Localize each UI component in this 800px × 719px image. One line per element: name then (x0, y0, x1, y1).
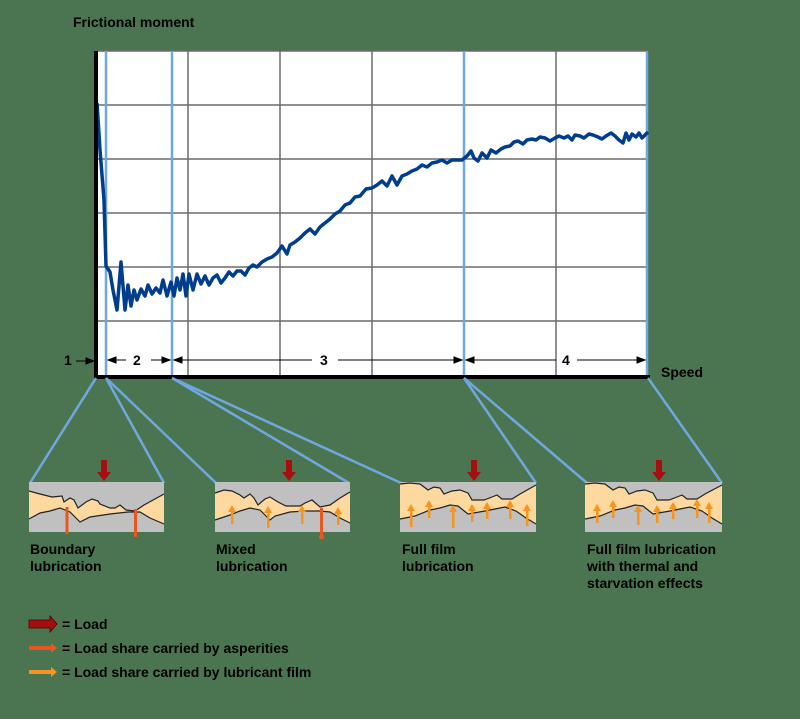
legend-label: = Load (62, 616, 108, 632)
legend-icons (28, 614, 58, 677)
load-arrow-icon (28, 614, 58, 634)
load-arrow-icon (652, 460, 666, 481)
region-label-1: 1 (64, 352, 72, 368)
grid-lines (96, 50, 648, 377)
region-label-3: 3 (317, 353, 331, 367)
x-axis-label: Speed (661, 364, 704, 380)
legend-item-load: = Load (62, 616, 108, 632)
panel-full-film-lubrication (399, 460, 537, 532)
panel-boundary-lubrication (28, 460, 165, 537)
legend-label: = Load share carried by asperities (62, 640, 289, 656)
panel-thermal-starvation-lubrication (584, 460, 723, 532)
load-arrow-icon (97, 460, 111, 481)
asperity-arrow-icon (29, 643, 57, 653)
caption-boundary: Boundary lubrication (30, 541, 102, 574)
legend-label: = Load share carried by lubricant film (62, 664, 312, 680)
region-label-2: 2 (130, 353, 144, 367)
panel-mixed-lubrication (214, 460, 351, 540)
film-arrow-icon (29, 667, 57, 677)
region-label-4: 4 (559, 353, 573, 367)
load-arrow-icon (467, 460, 481, 481)
legend-item-asperities: = Load share carried by asperities (62, 640, 289, 656)
caption-thermal-starvation: Full film lubrication with thermal and s… (587, 541, 717, 591)
caption-full-film: Full film lubrication (402, 541, 474, 574)
legend-item-lubricant-film: = Load share carried by lubricant film (62, 664, 311, 680)
region-dimension-arrows (76, 356, 647, 365)
chart-title: Frictional moment (73, 14, 195, 30)
frictional-moment-curve (95, 102, 650, 312)
connector-lines (28, 376, 724, 485)
load-arrow-icon (282, 460, 296, 481)
caption-mixed: Mixed lubrication (216, 541, 288, 574)
